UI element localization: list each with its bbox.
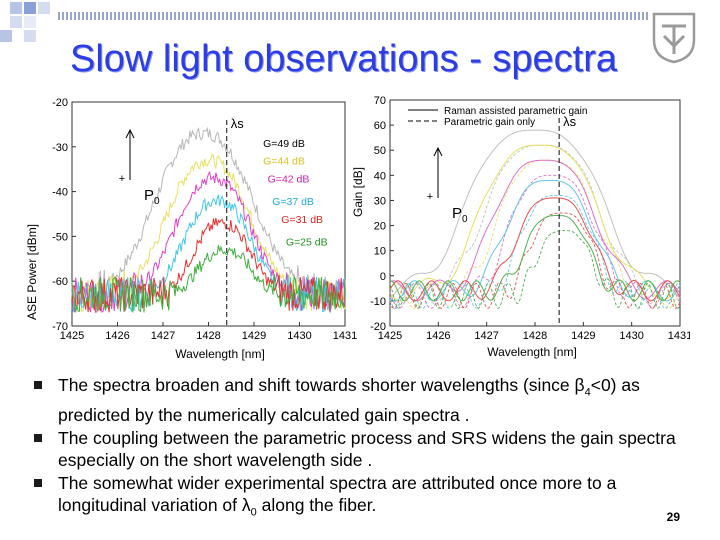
- y-tick-label: -20: [52, 97, 68, 109]
- x-tick-label: 1427: [474, 330, 498, 342]
- y-tick-label: -10: [370, 296, 386, 308]
- gain-label: G=44 dB: [263, 156, 305, 168]
- power-arrowhead: [433, 146, 443, 157]
- x-tick-label: 1429: [242, 330, 266, 342]
- x-tick-label: 1429: [571, 330, 595, 342]
- series-line-dashed: [389, 194, 681, 309]
- series-line: [389, 197, 681, 302]
- x-axis-label: Wavelength [nm]: [487, 345, 577, 359]
- x-tick-label: 1425: [378, 330, 402, 342]
- y-tick-label: -40: [52, 187, 68, 199]
- signal-wavelength-label: λs: [231, 116, 245, 131]
- bullet-list: The spectra broaden and shift towards sh…: [34, 374, 684, 524]
- series-line-dashed: [389, 230, 681, 309]
- plus-sign: +: [427, 191, 433, 203]
- y-tick-label: -20: [370, 321, 386, 333]
- gain-chart: 1425 1426 1427 1428 1429 1430 1431 70 60 50 40 30 20…: [351, 95, 690, 359]
- x-tick-label: 1427: [151, 330, 175, 342]
- x-tick-label: 1431: [668, 330, 690, 342]
- bullet-item: The somewhat wider experimental spectra …: [34, 472, 684, 524]
- x-tick-label: 1426: [426, 330, 450, 342]
- series-line-dashed: [389, 144, 681, 309]
- y-tick-label: 60: [374, 120, 386, 132]
- gain-label-bg: [283, 235, 330, 249]
- y-tick-label: 50: [374, 145, 386, 157]
- x-tick-label: 1428: [196, 330, 220, 342]
- legend-entry: Parametric gain only: [444, 117, 535, 128]
- x-axis-label: Wavelength [nm]: [175, 347, 265, 361]
- power-label-subscript: 0: [462, 214, 468, 225]
- legend-entry: Raman assisted parametric gain: [444, 106, 587, 117]
- bullet-item: The spectra broaden and shift towards sh…: [34, 374, 684, 426]
- series-line: [71, 244, 346, 313]
- y-tick-label: 40: [374, 170, 386, 182]
- y-tick-label: 10: [374, 246, 386, 258]
- gain-label: G=49 dB: [263, 138, 305, 150]
- series-line: [71, 126, 346, 311]
- gain-label-bg: [261, 154, 308, 168]
- top-decor-bar: [58, 12, 648, 20]
- page-number: 29: [666, 510, 680, 524]
- gain-label-bg: [261, 136, 308, 150]
- y-tick-label: -50: [52, 231, 68, 243]
- y-tick-label: 70: [374, 95, 386, 107]
- series-line: [389, 159, 681, 302]
- x-tick-label: 1425: [60, 330, 84, 342]
- gain-label: G=25 dB: [286, 236, 328, 248]
- gain-label: G=42 dB: [268, 174, 310, 186]
- y-axis-label: Gain [dB]: [351, 167, 365, 217]
- square-bullet-icon: [34, 433, 42, 442]
- university-emblem-icon: [652, 12, 696, 64]
- y-tick-label: 20: [374, 221, 386, 233]
- signal-wavelength-label: λs: [563, 114, 577, 129]
- x-tick-label: 1430: [287, 330, 311, 342]
- gain-label-bg: [270, 195, 317, 209]
- y-tick-label: -70: [52, 321, 68, 333]
- ase-power-chart: 1425 1426 1427 1428 1429 1430 1431 -20 -30 -40 -50…: [25, 97, 357, 361]
- series-line: [389, 215, 681, 302]
- y-tick-label: -60: [52, 276, 68, 288]
- y-tick-label: 30: [374, 195, 386, 207]
- square-bullet-icon: [34, 478, 42, 487]
- x-tick-label: 1431: [333, 330, 357, 342]
- square-bullet-icon: [34, 381, 42, 389]
- plus-sign: +: [119, 173, 125, 185]
- power-arrowhead: [125, 128, 135, 139]
- bullet-item: The coupling between the parametric proc…: [34, 427, 684, 471]
- gain-label-bg: [265, 172, 312, 186]
- series-line-dashed: [389, 174, 681, 309]
- y-axis-label: ASE Power [dBm]: [25, 224, 39, 320]
- series-line-dashed: [389, 212, 681, 309]
- x-tick-label: 1428: [523, 330, 547, 342]
- power-label-subscript: 0: [154, 196, 160, 207]
- y-tick-label: 0: [380, 271, 386, 283]
- x-tick-label: 1430: [619, 330, 643, 342]
- y-tick-label: -30: [52, 142, 68, 154]
- x-tick-label: 1426: [105, 330, 129, 342]
- series-line: [389, 144, 681, 302]
- gain-label: G=31 dB: [281, 214, 323, 226]
- gain-label-bg: [279, 212, 326, 226]
- slide-title: Slow light observations - spectra: [70, 38, 618, 80]
- gain-label: G=37 dB: [272, 196, 314, 208]
